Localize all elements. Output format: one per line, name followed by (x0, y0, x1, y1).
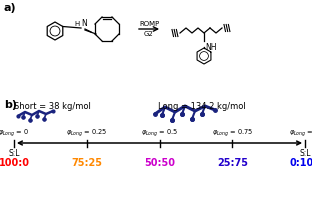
Text: 0:100: 0:100 (290, 157, 312, 167)
Text: 25:75: 25:75 (217, 157, 248, 167)
Text: $\varphi_{Long}$ = 1: $\varphi_{Long}$ = 1 (290, 127, 312, 138)
Text: a): a) (4, 3, 17, 13)
Text: Short = 38 kg/mol: Short = 38 kg/mol (14, 102, 91, 110)
Text: $\varphi_{Long}$ = 0.25: $\varphi_{Long}$ = 0.25 (66, 127, 107, 138)
Text: H: H (75, 21, 80, 27)
Text: S:L: S:L (299, 148, 311, 157)
Text: N: N (81, 18, 87, 27)
Text: G2: G2 (144, 31, 154, 37)
Text: $\varphi_{Long}$ = 0.5: $\varphi_{Long}$ = 0.5 (141, 127, 178, 138)
Text: $\varphi_{Long}$ = 0: $\varphi_{Long}$ = 0 (0, 127, 30, 138)
Text: NH: NH (205, 43, 217, 52)
Text: ROMP: ROMP (139, 21, 159, 27)
Text: b): b) (4, 99, 17, 109)
Text: 75:25: 75:25 (71, 157, 102, 167)
Text: 100:0: 100:0 (0, 157, 30, 167)
Text: $\varphi_{Long}$ = 0.75: $\varphi_{Long}$ = 0.75 (212, 127, 253, 138)
Text: 50:50: 50:50 (144, 157, 175, 167)
Text: S:L: S:L (8, 148, 20, 157)
Text: Long = 134.2 kg/mol: Long = 134.2 kg/mol (158, 102, 246, 110)
